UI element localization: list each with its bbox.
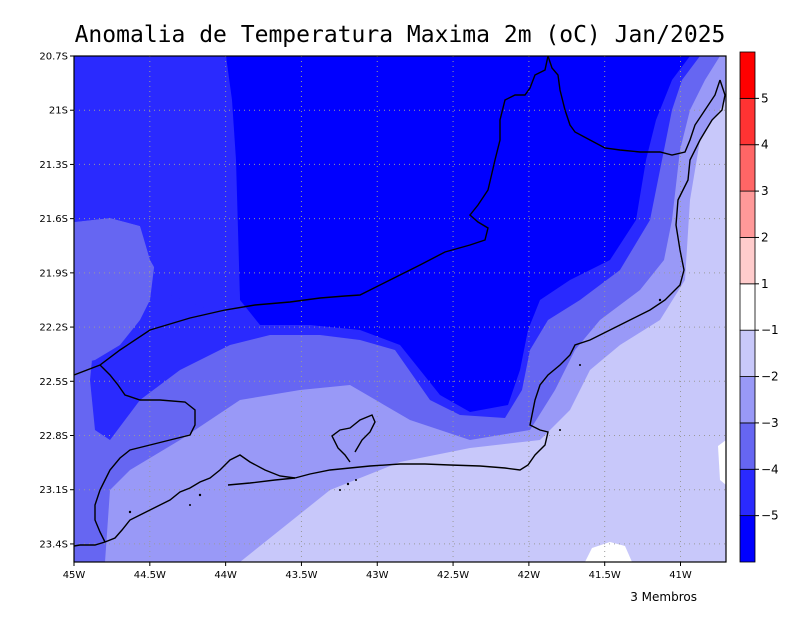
colorbar: −5 −4 −3 −2 −1 1 2 3 4 5 [739,51,779,563]
y-tick-label: 21.6S [39,214,68,225]
colorbar-swatch [739,468,756,517]
coastline-east [294,79,726,479]
y-tick-label: 21S [49,106,68,117]
marambaia-restinga [227,477,296,486]
colorbar-label: −4 [761,462,779,476]
colorbar-label: −5 [761,509,779,523]
colorbar-swatch [739,329,756,377]
plot-frame [73,55,727,563]
boundaries [74,56,726,547]
map-grid [74,56,726,562]
y-tick-label: 21.3S [39,160,68,171]
band-minus3-west [74,218,155,365]
band-minus4-northwest [74,56,240,310]
colorbar-swatch [739,144,756,192]
colorbar-swatch [739,376,756,424]
colorbar-label: 3 [761,184,769,198]
x-tick-label: 42W [518,570,541,581]
footer-label: 3 Membros [630,590,697,604]
map-title: Anomalia de Temperatura Maxima 2m (oC) J… [75,22,726,48]
x-tick-label: 43.5W [285,570,317,581]
band-minus5 [74,56,690,412]
y-tick-label: 22.2S [39,323,68,334]
colorbar-label: 5 [761,91,769,105]
colorbar-swatch [739,422,756,470]
colorbar-label: −1 [761,323,779,337]
colorbar-label: 4 [761,138,769,152]
x-tick-label: 44W [214,570,237,581]
colorbar-label: −3 [761,416,779,430]
islands [128,298,662,514]
coastline-sepetiba [74,454,296,547]
coastline-guanabara [331,414,376,463]
colorbar-swatch [739,190,756,238]
colorbar-label: 1 [761,277,769,291]
patch-near-zero-south [585,542,632,562]
colorbar-label: −2 [761,370,779,384]
y-tick-label: 23.4S [39,539,68,550]
y-axis: 20.7S 21S 21.3S 21.6S 21.9S 22.2S 22.5S 22.8S 23… [39,52,74,550]
x-tick-label: 41.5W [589,570,621,581]
y-tick-label: 23.1S [39,485,68,496]
anomaly-field [74,56,726,562]
colorbar-swatch [739,237,756,285]
state-boundary-west [94,364,196,543]
y-tick-label: 20.7S [39,52,68,63]
colorbar-swatch [739,283,756,331]
x-axis: 45W 44.5W 44W 43.5W 43W 42.5W 42W 41.5W 41W [63,562,692,581]
patch-near-zero-east [718,440,726,485]
colorbar-label: 2 [761,230,769,244]
x-tick-label: 41W [669,570,692,581]
x-tick-label: 43W [366,570,389,581]
y-tick-label: 22.8S [39,431,68,442]
x-tick-label: 45W [63,570,86,581]
y-tick-label: 21.9S [39,268,68,279]
state-boundary-north [74,56,549,376]
state-boundary-northeast [547,56,721,156]
colorbar-swatch [739,97,756,146]
y-tick-label: 22.5S [39,377,68,388]
x-tick-label: 44.5W [134,570,166,581]
x-tick-label: 42.5W [437,570,469,581]
colorbar-swatch [739,515,756,563]
colorbar-swatch [739,51,756,99]
